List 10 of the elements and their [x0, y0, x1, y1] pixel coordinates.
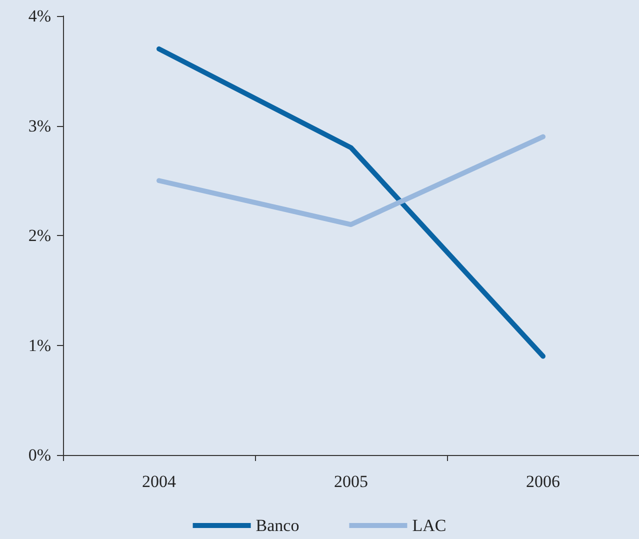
x-tick-label: 2005	[334, 472, 368, 491]
legend-label: Banco	[256, 516, 300, 535]
y-tick-label: 0%	[28, 446, 51, 464]
y-tick-label: 1%	[28, 336, 51, 355]
y-tick-label: 4%	[28, 6, 51, 26]
x-tick-label: 2006	[526, 472, 560, 491]
y-tick-label: 2%	[28, 226, 51, 245]
x-tick-label: 2004	[142, 472, 176, 491]
y-tick-label: 3%	[28, 116, 51, 136]
legend-label: LAC	[412, 516, 446, 535]
